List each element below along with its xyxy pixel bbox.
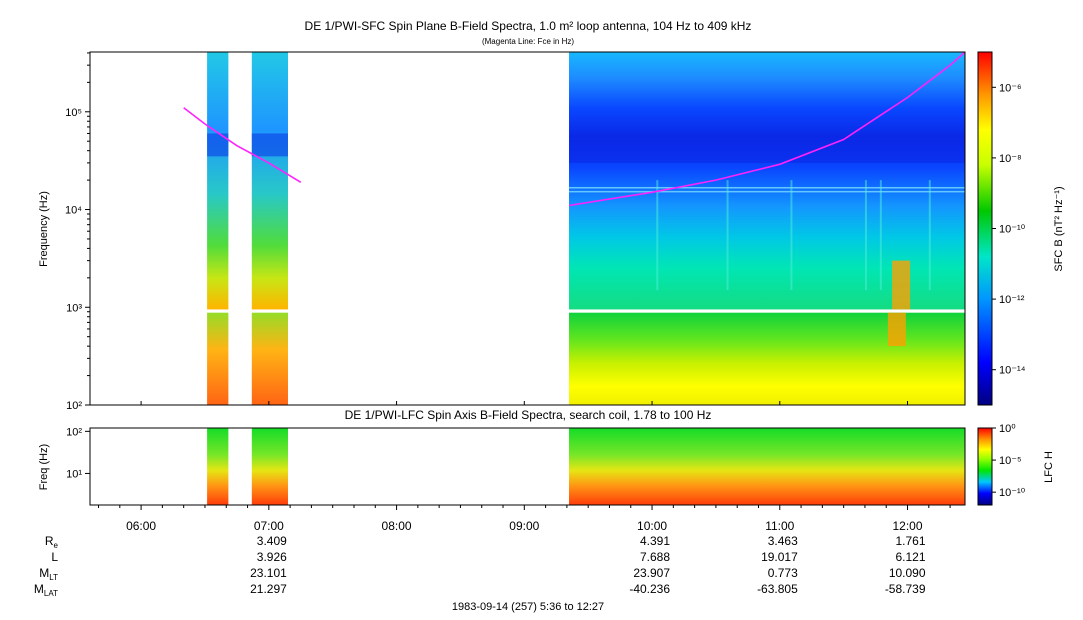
ephemeris-value: 23.907 [633, 566, 670, 580]
sfc-interference-line [569, 190, 965, 193]
lfc-colorbar-tick-label: 10⁰ [999, 423, 1016, 435]
lfc-colorbar-ticks: 10⁰ 10⁻⁵ 10⁻¹⁰ [992, 423, 1026, 499]
sfc-hiss-patch [892, 260, 911, 310]
ephemeris-value: 0.773 [768, 566, 798, 580]
time-tick-label: 10:00 [637, 519, 667, 533]
sfc-colorbar-gradient [977, 51, 993, 406]
ephemeris-value: 1.761 [895, 534, 925, 548]
ephemeris-value: 3.463 [768, 534, 798, 548]
lfc-spectrogram-heatmap [207, 428, 965, 505]
sfc-colorbar: 10⁻⁶ 10⁻⁸ 10⁻¹⁰ 10⁻¹² 10⁻¹⁴ SFC B (nT² Hz⁻¹) [977, 51, 1065, 406]
sfc-y-tick-label: 10⁵ [65, 107, 82, 119]
sfc-data-block-high [207, 52, 229, 310]
sfc-y-axis-label: Frequency (Hz) [38, 191, 50, 267]
ephemeris-value: -63.805 [757, 582, 798, 596]
lfc-y-tick-label: 10² [66, 426, 82, 438]
sfc-emission-streak [928, 180, 931, 291]
sfc-colorbar-tick-label: 10⁻¹⁰ [999, 224, 1026, 236]
sfc-y-tick-label: 10⁴ [65, 205, 82, 217]
ephemeris-value: 10.090 [889, 566, 926, 580]
sfc-emission-streak [656, 180, 659, 291]
sfc-colorbar-tick-label: 10⁻⁸ [999, 153, 1022, 165]
lfc-colorbar-tick-label: 10⁻⁵ [999, 455, 1022, 467]
ephemeris-value: 3.409 [257, 534, 287, 548]
sfc-spectrogram-panel: 10² 10³ 10⁴ 10⁵ Frequency (Hz) [38, 51, 966, 412]
ephemeris-value: 3.926 [257, 550, 287, 564]
ephemeris-row-label-subscript: e [54, 541, 59, 550]
time-tick-label: 06:00 [126, 519, 156, 533]
sfc-dark-speckle [251, 133, 288, 157]
sfc-colorbar-ticks: 10⁻⁶ 10⁻⁸ 10⁻¹⁰ 10⁻¹² 10⁻¹⁴ [992, 82, 1026, 377]
lfc-y-axis: 10¹ 10² [66, 426, 90, 480]
time-tick-label: 07:00 [254, 519, 284, 533]
sfc-data-block-high [251, 52, 288, 310]
date-range-footer: 1983-09-14 (257) 5:36 to 12:27 [452, 601, 604, 613]
ephemeris-value: 7.688 [640, 550, 670, 564]
ephemeris-row-label-subscript: LAT [44, 589, 58, 598]
ephemeris-value: 6.121 [895, 550, 925, 564]
ephemeris-row-label: Re [45, 534, 59, 550]
time-tick-label: 11:00 [765, 519, 794, 533]
lfc-data-block [251, 428, 288, 505]
ephemeris-value: 4.391 [640, 534, 670, 548]
fce-line-segment-1 [183, 107, 302, 183]
ephemeris-value: -58.739 [885, 582, 926, 596]
sfc-y-tick-label: 10³ [66, 302, 82, 314]
sfc-emission-streak [879, 180, 882, 291]
lfc-plot-frame [89, 427, 966, 506]
sfc-chart-title: DE 1/PWI-SFC Spin Plane B-Field Spectra,… [305, 19, 752, 33]
ephemeris-row-label: MLT [39, 566, 58, 582]
lfc-colorbar: 10⁰ 10⁻⁵ 10⁻¹⁰ LFC H [977, 423, 1055, 506]
ephemeris-value: 21.297 [250, 582, 287, 596]
time-tick-label: 12:00 [893, 519, 923, 533]
sfc-colorbar-tick-label: 10⁻¹² [999, 294, 1025, 306]
sfc-colorbar-tick-label: 10⁻⁶ [999, 82, 1022, 94]
ephemeris-row-label: L [51, 550, 58, 564]
sfc-hiss-patch [887, 312, 906, 347]
sfc-data-block-low [251, 312, 288, 405]
sfc-y-axis: 10² 10³ 10⁴ 10⁵ [65, 52, 90, 412]
sfc-data-block-low [207, 312, 229, 405]
lfc-data-block [207, 428, 229, 505]
sfc-emission-streak [790, 180, 793, 291]
lfc-data-block [569, 428, 965, 505]
time-axis: 06:00 07:00 08:00 09:00 10:00 11:00 12:00 [98, 401, 951, 533]
fce-line-segment-2 [568, 51, 966, 207]
ephemeris-value: -40.236 [629, 582, 670, 596]
ephemeris-row-label-subscript: LT [49, 573, 58, 582]
sfc-interference-line [569, 187, 965, 189]
sfc-y-tick-label: 10² [66, 400, 82, 412]
lfc-colorbar-gradient [977, 427, 993, 506]
sfc-colorbar-label: SFC B (nT² Hz⁻¹) [1053, 186, 1065, 271]
sfc-dark-band [569, 139, 965, 163]
ephemeris-value: 19.017 [761, 550, 798, 564]
lfc-spectrogram-panel: 10¹ 10² Freq (Hz) [38, 426, 966, 506]
sfc-emission-streak [726, 180, 729, 291]
sfc-chart-subtitle: (Magenta Line: Fce in Hz) [482, 37, 574, 46]
sfc-spectrogram-heatmap [207, 52, 965, 405]
time-tick-label: 09:00 [509, 519, 539, 533]
lfc-chart-title: DE 1/PWI-LFC Spin Axis B-Field Spectra, … [345, 408, 712, 422]
ephemeris-row-label: MLAT [34, 582, 58, 598]
sfc-dark-speckle [207, 133, 229, 157]
lfc-colorbar-label: LFC H [1043, 451, 1055, 483]
ephemeris-value: 23.101 [250, 566, 287, 580]
sfc-plot-frame [89, 51, 966, 406]
time-tick-label: 08:00 [382, 519, 412, 533]
lfc-y-tick-label: 10¹ [66, 468, 82, 480]
lfc-colorbar-tick-label: 10⁻¹⁰ [999, 487, 1026, 499]
sfc-emission-streak [864, 180, 867, 291]
lfc-y-axis-label: Freq (Hz) [38, 444, 50, 490]
sfc-colorbar-tick-label: 10⁻¹⁴ [999, 365, 1026, 377]
